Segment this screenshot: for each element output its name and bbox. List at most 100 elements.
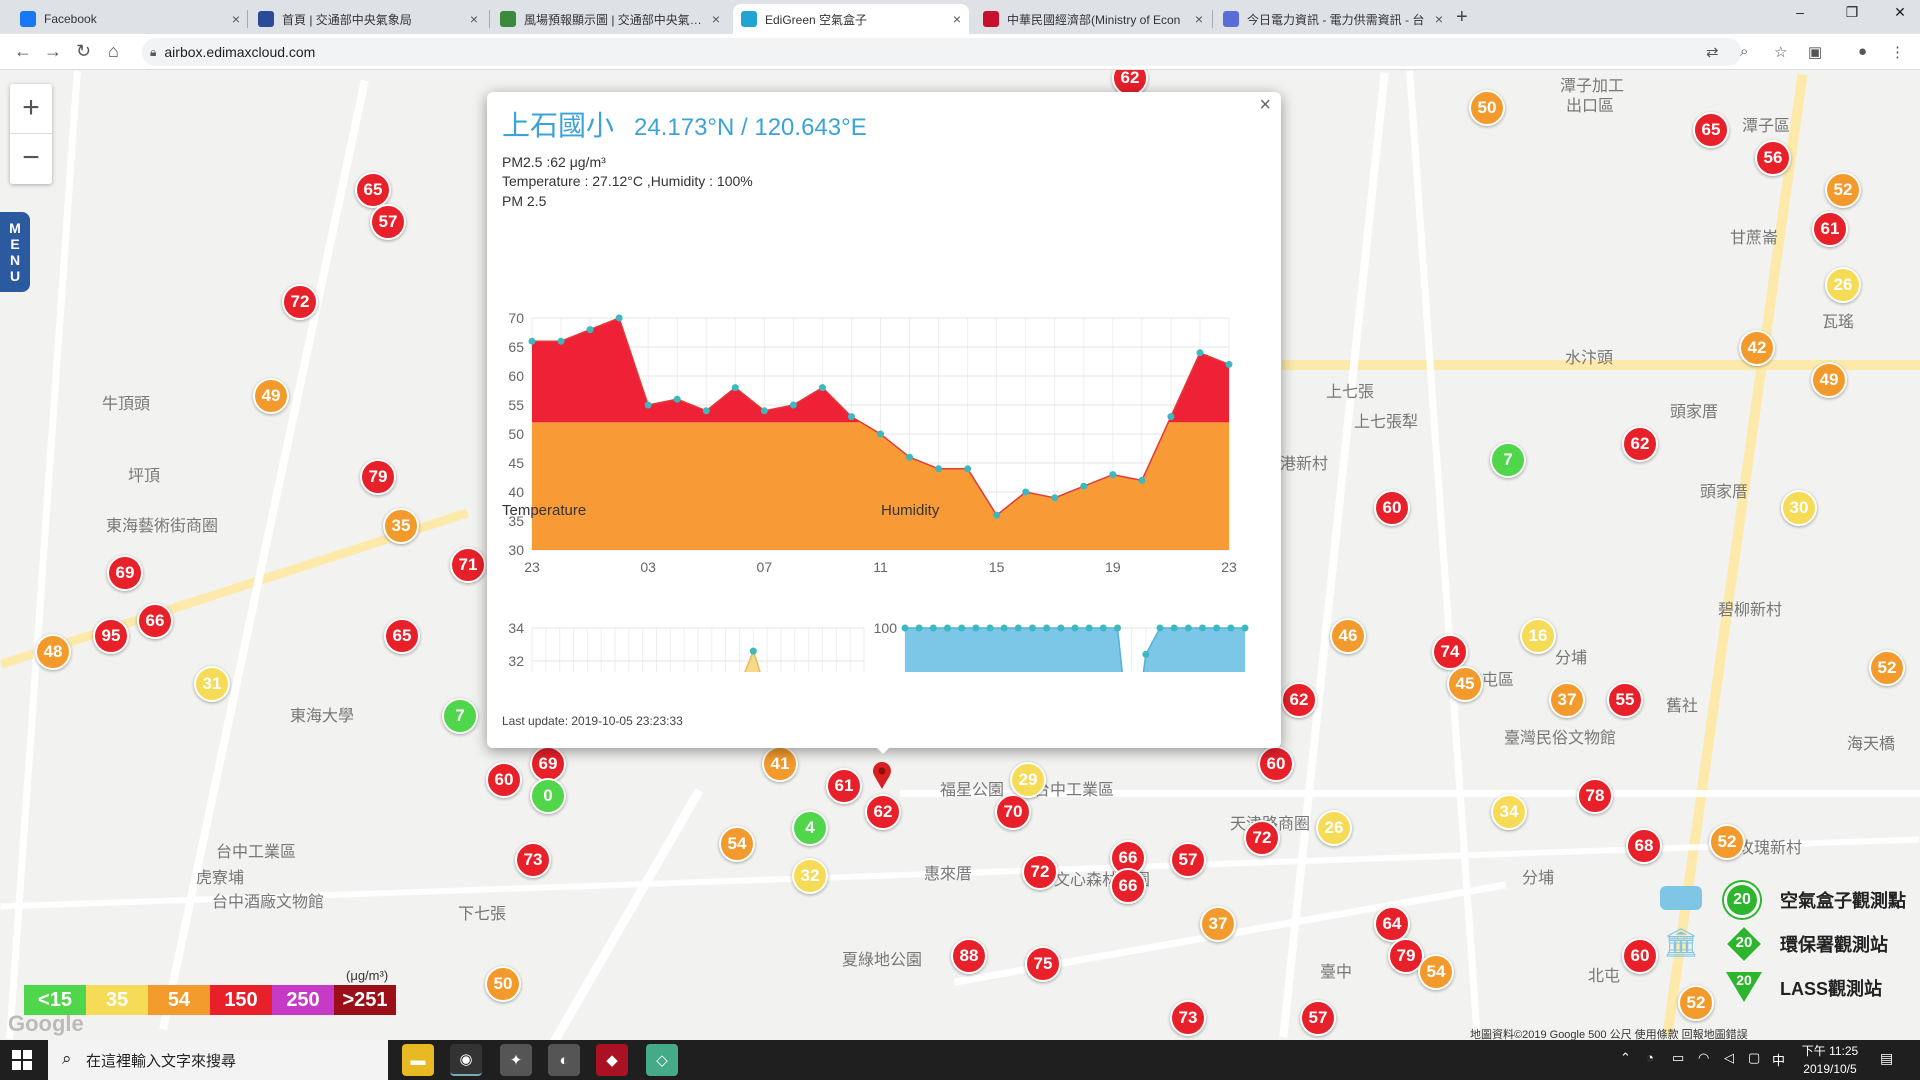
- airbox-marker[interactable]: 57: [1170, 842, 1206, 878]
- airbox-marker[interactable]: 0: [530, 778, 566, 814]
- airbox-station-toggle[interactable]: 20 空氣盒子觀測點: [1660, 880, 1920, 920]
- more-icon[interactable]: ⋮: [1890, 44, 1905, 61]
- airbox-marker[interactable]: 45: [1447, 666, 1483, 702]
- close-window-button[interactable]: ✕: [1894, 4, 1906, 20]
- airbox-marker[interactable]: 49: [253, 378, 289, 414]
- airbox-marker[interactable]: 73: [1170, 1000, 1206, 1036]
- airbox-marker[interactable]: 31: [194, 666, 230, 702]
- tab-1[interactable]: 首頁 | 交通部中央氣象局 ×: [250, 4, 486, 34]
- airbox-marker[interactable]: 72: [1022, 854, 1058, 890]
- airbox-marker[interactable]: 72: [1244, 820, 1280, 856]
- airbox-marker[interactable]: 62: [865, 794, 901, 830]
- zoom-icon[interactable]: ⌕: [1740, 43, 1749, 60]
- airbox-marker[interactable]: 4: [792, 810, 828, 846]
- ime-indicator[interactable]: 中: [1772, 1053, 1786, 1068]
- airbox-marker[interactable]: 74: [1432, 634, 1468, 670]
- clock[interactable]: 下午 11:25 2019/10/5: [1801, 1044, 1859, 1076]
- tab-5[interactable]: 今日電力資訊 - 電力供需資訊 - 台 ×: [1215, 4, 1451, 34]
- volume-icon[interactable]: ◁: [1724, 1050, 1734, 1065]
- airbox-marker[interactable]: 29: [1010, 762, 1046, 798]
- wifi-icon[interactable]: ◠: [1698, 1050, 1710, 1065]
- airbox-marker[interactable]: 7: [442, 698, 478, 734]
- back-icon[interactable]: ←: [14, 41, 32, 61]
- airbox-marker[interactable]: 60: [1374, 490, 1410, 526]
- airbox-marker[interactable]: 60: [486, 762, 522, 798]
- airbox-marker[interactable]: 54: [1418, 954, 1454, 990]
- airbox-marker[interactable]: 95: [93, 618, 129, 654]
- translate-icon[interactable]: ⇄: [1706, 44, 1719, 61]
- airbox-marker[interactable]: 70: [995, 794, 1031, 830]
- airbox-marker[interactable]: 69: [530, 746, 566, 782]
- airbox-marker[interactable]: 7: [1490, 442, 1526, 478]
- airbox-marker[interactable]: 66: [137, 603, 173, 639]
- tab-0[interactable]: Facebook ×: [12, 4, 248, 34]
- airbox-marker[interactable]: 88: [951, 938, 987, 974]
- airbox-marker[interactable]: 54: [719, 826, 755, 862]
- airbox-marker[interactable]: 42: [1739, 330, 1775, 366]
- airbox-marker[interactable]: 48: [35, 634, 71, 670]
- tab-close-icon[interactable]: ×: [711, 11, 720, 27]
- airbox-marker[interactable]: 73: [515, 842, 551, 878]
- popup-close-button[interactable]: ×: [1259, 94, 1271, 116]
- airbox-marker[interactable]: 56: [1755, 140, 1791, 176]
- tab-4[interactable]: 中華民國經濟部(Ministry of Econ ×: [975, 4, 1211, 34]
- forward-icon[interactable]: →: [44, 41, 62, 61]
- airbox-marker[interactable]: 69: [107, 555, 143, 591]
- bookmark-star-icon[interactable]: ☆: [1774, 44, 1788, 61]
- app-icon[interactable]: ✦: [500, 1044, 532, 1076]
- chevron-up-icon[interactable]: ⌃: [1620, 1050, 1631, 1065]
- airbox-marker[interactable]: 52: [1709, 824, 1745, 860]
- tab-close-icon[interactable]: ×: [1194, 11, 1203, 27]
- airbox-marker[interactable]: 60: [1258, 746, 1294, 782]
- airbox-marker[interactable]: 60: [1622, 938, 1658, 974]
- lass-station-toggle[interactable]: 20 LASS觀測站: [1660, 968, 1920, 1008]
- new-tab-button[interactable]: +: [1456, 6, 1468, 28]
- airbox-marker[interactable]: 49: [1811, 362, 1847, 398]
- windows-start-icon[interactable]: [12, 1050, 32, 1070]
- file-explorer-icon[interactable]: ▬: [402, 1044, 434, 1076]
- app-icon-3[interactable]: ◆: [596, 1044, 628, 1076]
- chrome-icon[interactable]: ◉: [450, 1044, 482, 1076]
- airbox-marker[interactable]: 52: [1869, 650, 1905, 686]
- app-icon-2[interactable]: ◐: [548, 1044, 580, 1076]
- airbox-marker[interactable]: 50: [485, 966, 521, 1002]
- airbox-marker[interactable]: 50: [1469, 90, 1505, 126]
- airbox-marker[interactable]: 32: [792, 858, 828, 894]
- extension-icon[interactable]: ▣: [1808, 44, 1823, 61]
- network-icon[interactable]: ◔: [1646, 1050, 1654, 1065]
- airbox-marker[interactable]: 37: [1200, 906, 1236, 942]
- airbox-marker[interactable]: 30: [1781, 490, 1817, 526]
- airbox-marker[interactable]: 57: [370, 204, 406, 240]
- notification-icon[interactable]: ▤: [1880, 1050, 1894, 1066]
- airbox-marker[interactable]: 16: [1520, 618, 1556, 654]
- display-icon[interactable]: ▢: [1748, 1050, 1761, 1065]
- zoom-in-button[interactable]: +: [10, 84, 52, 134]
- home-icon[interactable]: ⌂: [108, 41, 119, 61]
- airbox-marker[interactable]: 65: [355, 172, 391, 208]
- airbox-marker[interactable]: 62: [1622, 426, 1658, 462]
- omnibox[interactable]: 🔒︎ airbox.edimaxcloud.com: [142, 38, 1742, 66]
- airbox-marker[interactable]: 57: [1300, 1000, 1336, 1036]
- airbox-marker[interactable]: 46: [1330, 618, 1366, 654]
- airbox-marker[interactable]: 52: [1825, 172, 1861, 208]
- airbox-marker[interactable]: 61: [826, 768, 862, 804]
- airbox-marker[interactable]: 26: [1825, 267, 1861, 303]
- maximize-button[interactable]: ❐: [1845, 4, 1859, 20]
- zoom-out-button[interactable]: −: [22, 141, 40, 174]
- airbox-marker[interactable]: 34: [1491, 794, 1527, 830]
- tab-close-icon[interactable]: ×: [469, 11, 478, 27]
- airbox-marker[interactable]: 64: [1374, 906, 1410, 942]
- airbox-marker[interactable]: 68: [1626, 828, 1662, 864]
- airbox-marker[interactable]: 35: [383, 508, 419, 544]
- epa-station-toggle[interactable]: 🏛︎ 20 環保署觀測站: [1660, 924, 1920, 964]
- app-icon-4[interactable]: ◇: [646, 1044, 678, 1076]
- selected-location-pin-icon[interactable]: [872, 762, 892, 790]
- airbox-marker[interactable]: 41: [762, 746, 798, 782]
- minimize-button[interactable]: –: [1796, 4, 1804, 20]
- tab-close-icon[interactable]: ×: [231, 11, 240, 27]
- airbox-marker[interactable]: 26: [1316, 810, 1352, 846]
- tab-2[interactable]: 風場預報顯示圖 | 交通部中央氣象局 ×: [492, 4, 728, 34]
- airbox-marker[interactable]: 52: [1678, 985, 1714, 1021]
- battery-icon[interactable]: ▭: [1672, 1050, 1685, 1065]
